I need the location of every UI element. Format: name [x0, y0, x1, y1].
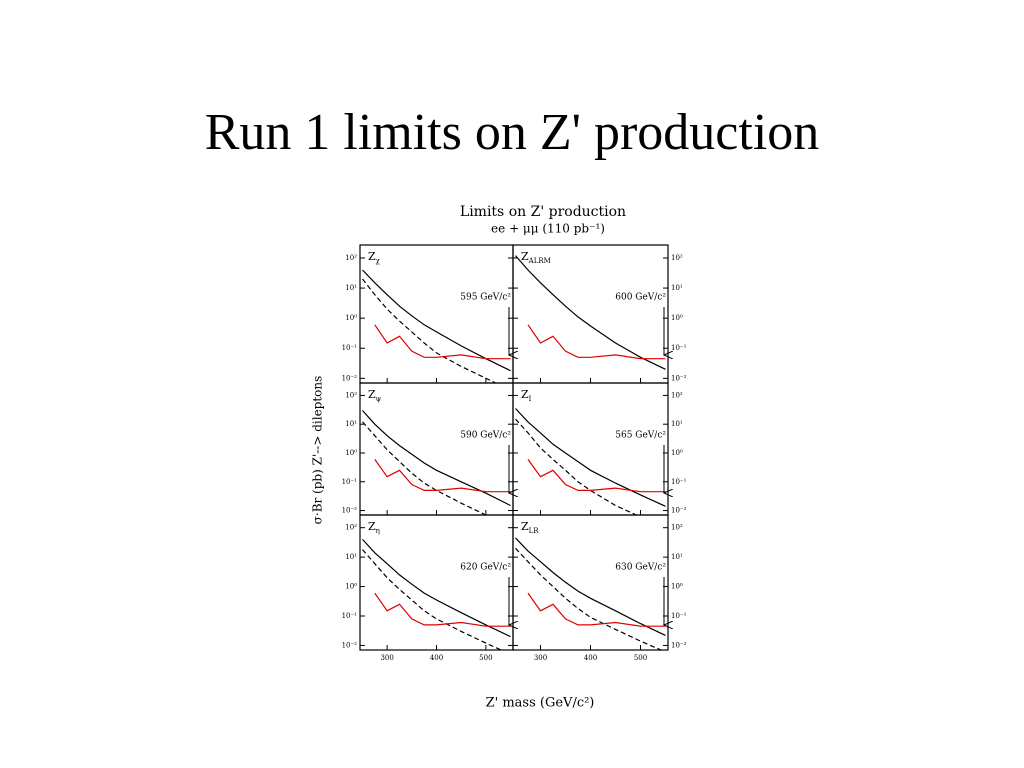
curve	[515, 547, 663, 650]
panel-frame	[512, 382, 669, 516]
curve	[515, 255, 666, 370]
x-tick-label: 300	[380, 654, 393, 662]
y-tick-label: 10²	[345, 391, 357, 399]
panel-title-sub: I	[529, 395, 532, 403]
panel-title-main: Z	[521, 520, 529, 533]
limit-label: 590 GeV/c²	[460, 431, 511, 441]
y-tick-label: 10⁻¹	[342, 344, 358, 352]
curve	[374, 592, 511, 627]
y-tick-label: 10⁻¹	[671, 478, 687, 486]
figure-title: Limits on Z' production	[460, 204, 626, 220]
y-tick-label: 10²	[345, 254, 357, 262]
y-tick-label: 10⁻²	[671, 374, 687, 382]
y-tick-label: 10¹	[345, 420, 357, 428]
x-tick-label: 300	[534, 654, 547, 662]
curve	[374, 459, 511, 493]
slide-title: Run 1 limits on Z' production	[205, 104, 820, 161]
limit-label: 595 GeV/c²	[460, 293, 511, 303]
limit-label: 630 GeV/c²	[615, 563, 666, 573]
y-tick-label: 10⁻²	[342, 374, 358, 382]
y-tick-label: 10⁰	[345, 449, 357, 457]
y-axis-label: σ·Br (pb) Z'--> dileptons	[311, 376, 325, 525]
y-tick-label: 10¹	[345, 284, 357, 292]
y-tick-label: 10¹	[345, 553, 357, 561]
x-tick-label: 500	[479, 654, 492, 662]
panel-title-main: Z	[368, 250, 376, 263]
x-axis-label: Z' mass (GeV/c²)	[486, 696, 595, 711]
y-tick-label: 10⁻¹	[671, 344, 687, 352]
panel-title-main: Z	[368, 388, 376, 401]
panel-title-main: Z	[521, 388, 529, 401]
y-tick-label: 10⁰	[671, 314, 683, 322]
y-tick-label: 10⁰	[345, 583, 357, 591]
y-tick-label: 10⁻²	[342, 641, 358, 649]
y-tick-label: 10⁻²	[671, 507, 687, 515]
panel-title-main: Z	[368, 520, 376, 533]
figure-subtitle: ee + μμ (110 pb⁻¹)	[491, 222, 605, 236]
panel-frame	[359, 514, 514, 651]
panel-title: Zψ	[368, 388, 382, 403]
curve	[374, 324, 511, 360]
y-tick-label: 10¹	[671, 420, 683, 428]
curve	[362, 278, 497, 383]
limit-label: 620 GeV/c²	[460, 563, 511, 573]
x-tick-label: 400	[584, 654, 597, 662]
panel-title-sub: ψ	[376, 395, 382, 403]
y-tick-label: 10⁻²	[671, 641, 687, 649]
curve	[527, 459, 666, 493]
panel-title: Zχ	[368, 250, 381, 265]
y-tick-label: 10²	[345, 524, 357, 532]
panel-title-sub: ALRM	[528, 257, 551, 265]
y-tick-label: 10²	[671, 254, 683, 262]
panel-frame	[359, 244, 514, 384]
y-tick-label: 10⁻¹	[671, 612, 687, 620]
panel: 10⁻² 10⁻¹ 10⁰ 10¹ 10² Zψ 590 GeV/c²	[342, 382, 513, 516]
panel: 10⁻² 10⁻¹ 10⁰ 10¹ 10² ZI 565 GeV/c²	[512, 382, 687, 516]
y-tick-label: 10⁰	[671, 449, 683, 457]
panel-title-sub: LR	[529, 527, 540, 535]
curve	[527, 592, 666, 627]
curve	[515, 537, 666, 636]
panel: 10⁻² 10⁻¹ 10⁰ 10¹ 10² 300 400 500 Zη 620 GeV/c²	[342, 514, 514, 662]
panel-frame	[512, 244, 669, 384]
curve	[362, 538, 511, 638]
limit-label: 600 GeV/c²	[615, 293, 666, 303]
panel-title: Zη	[368, 520, 380, 535]
curve	[362, 549, 503, 650]
y-tick-label: 10⁻¹	[342, 612, 358, 620]
y-tick-label: 10²	[671, 391, 683, 399]
curve	[515, 418, 638, 515]
panel-title: ZLR	[521, 520, 539, 535]
y-tick-label: 10⁻²	[342, 507, 358, 515]
curve	[362, 269, 511, 372]
curve	[362, 421, 488, 515]
curve	[515, 408, 666, 507]
y-tick-label: 10¹	[671, 284, 683, 292]
y-tick-label: 10⁻¹	[342, 478, 358, 486]
limit-label: 565 GeV/c²	[615, 431, 666, 441]
panel-title: ZALRM	[521, 250, 551, 265]
x-tick-label: 500	[634, 654, 647, 662]
y-tick-label: 10⁰	[345, 314, 357, 322]
y-tick-label: 10²	[671, 524, 683, 532]
panel: 10⁻² 10⁻¹ 10⁰ 10¹ 10² Zχ 595 GeV/c²	[342, 244, 514, 384]
curve	[362, 410, 511, 507]
panel-frame	[512, 514, 669, 651]
y-tick-label: 10⁰	[671, 583, 683, 591]
panel: 10⁻² 10⁻¹ 10⁰ 10¹ 10² 300 400 500 ZLR 630 GeV/c²	[512, 514, 687, 662]
panel-title-main: Z	[521, 250, 529, 263]
panel-title-sub: χ	[376, 257, 381, 265]
y-tick-label: 10¹	[671, 553, 683, 561]
x-tick-label: 400	[430, 654, 443, 662]
panel-title-sub: η	[376, 527, 380, 535]
panel: 10⁻² 10⁻¹ 10⁰ 10¹ 10² ZALRM 600 GeV/c²	[512, 244, 687, 384]
curve	[527, 324, 666, 360]
panel-title: ZI	[521, 388, 532, 403]
